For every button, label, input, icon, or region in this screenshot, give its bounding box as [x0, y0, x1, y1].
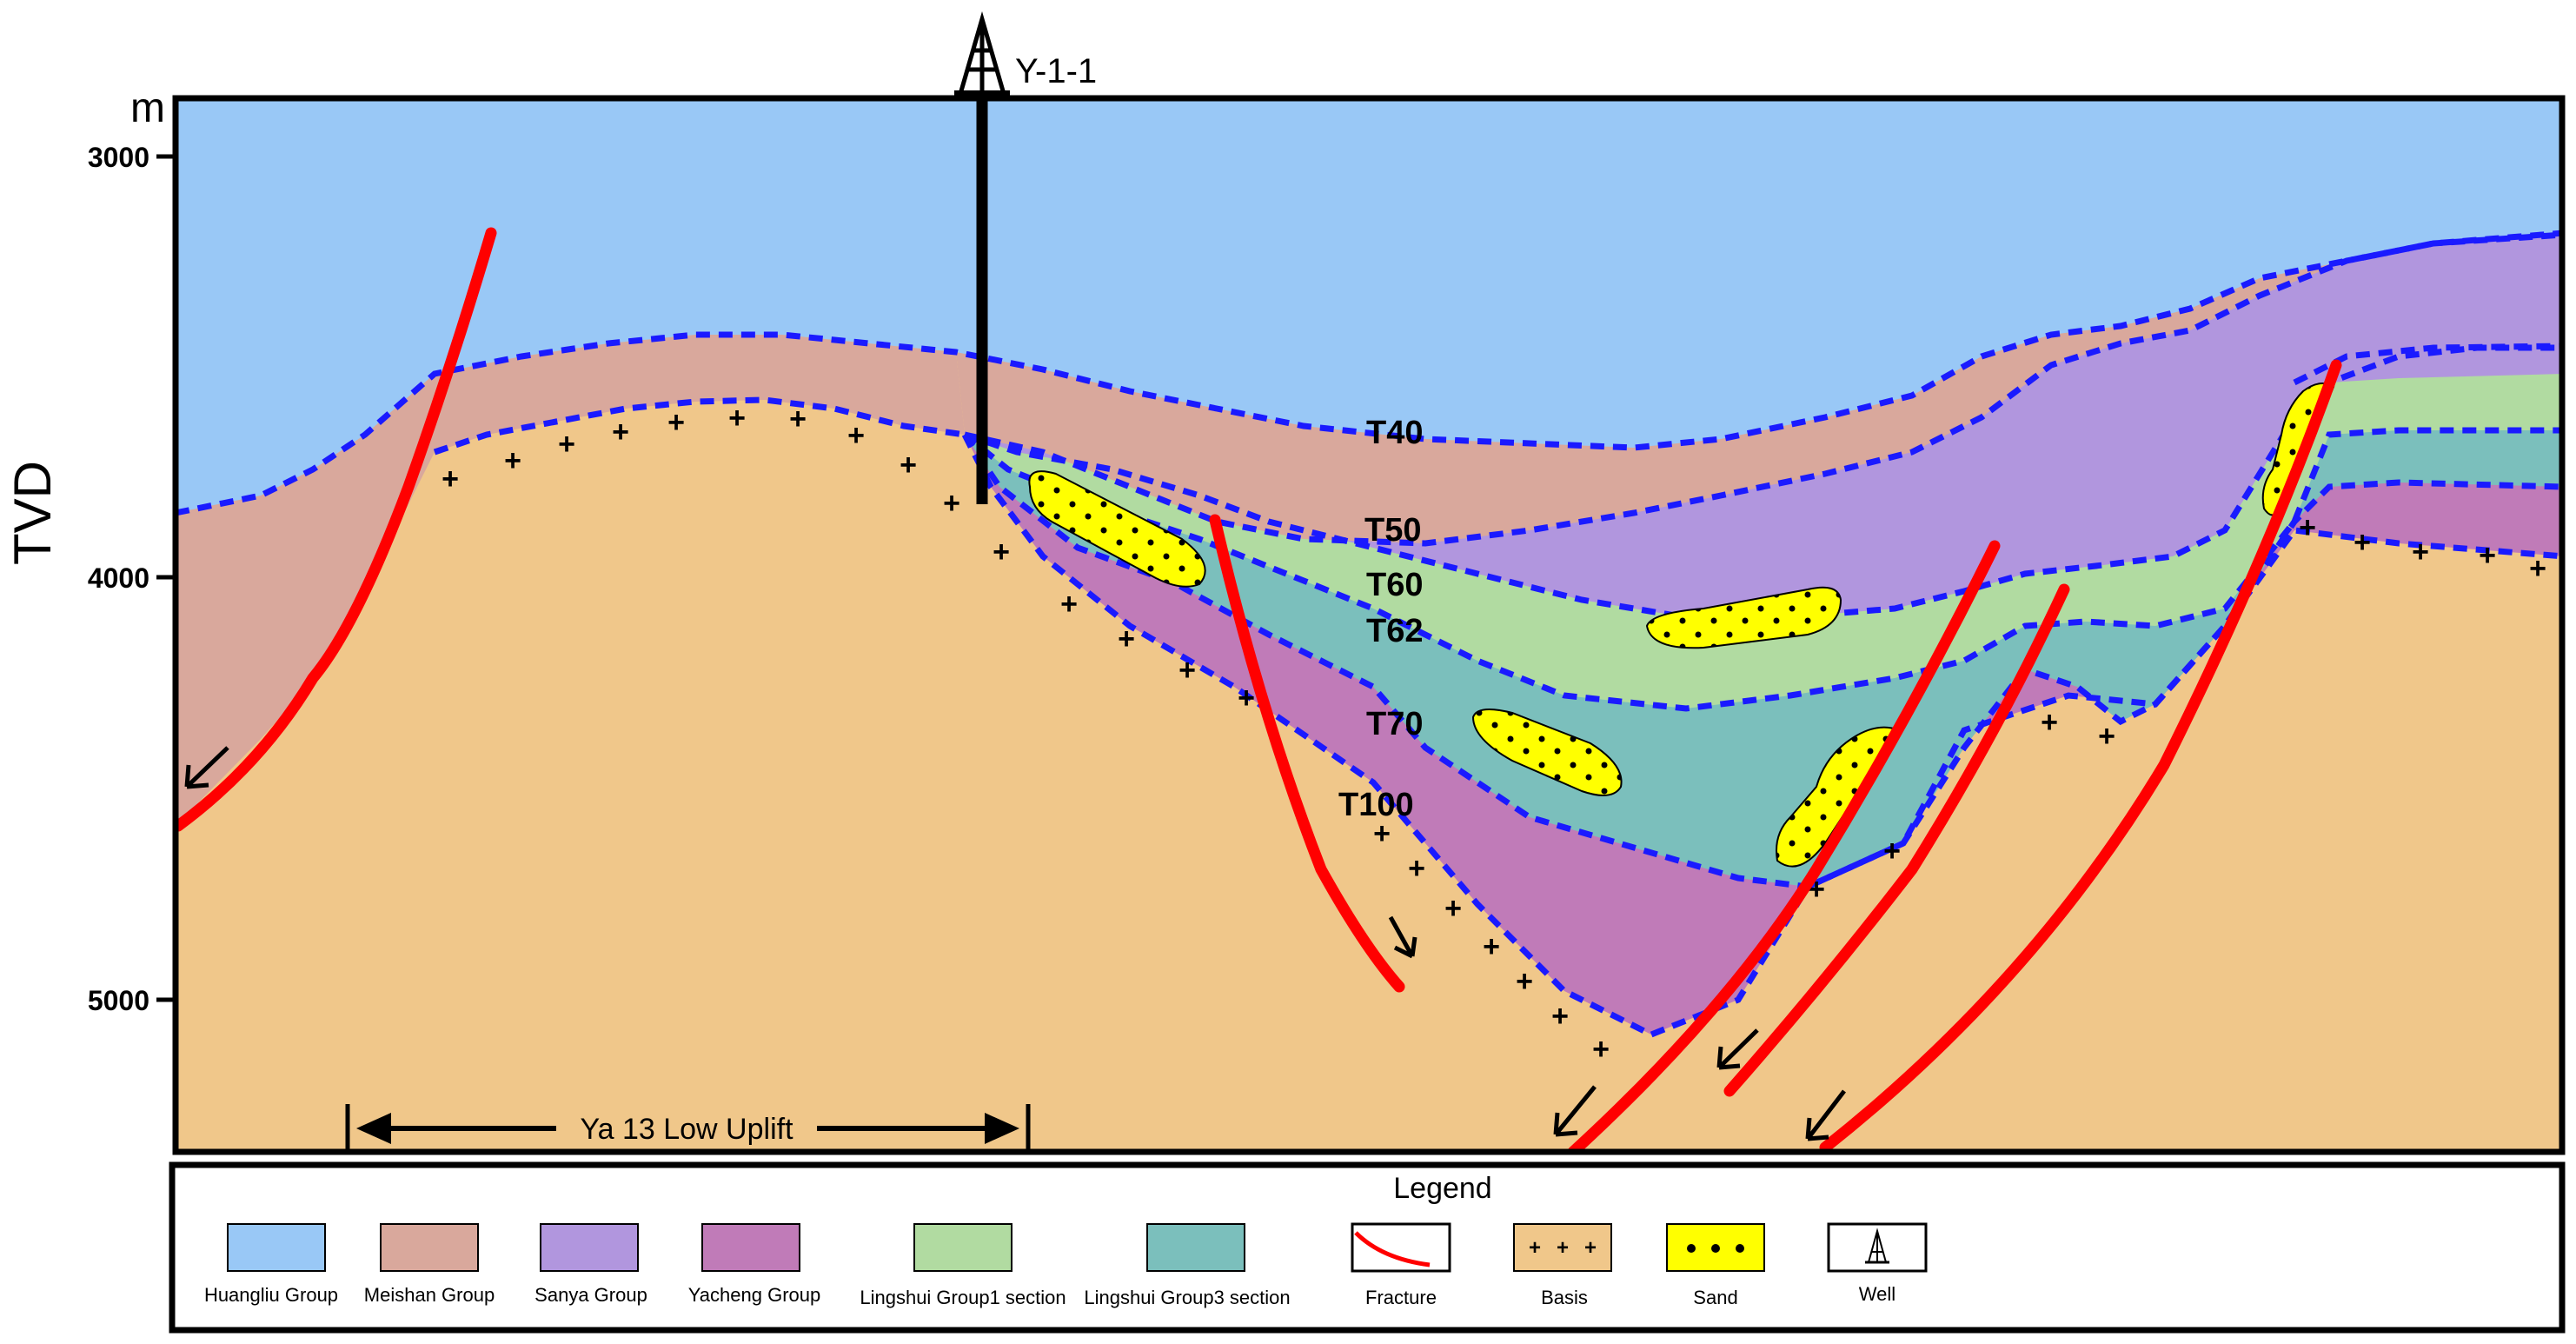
section-frame	[172, 95, 2566, 1155]
svg-text:+: +	[504, 444, 521, 477]
legend-item-lingshui1: Lingshui Group1 section	[860, 1223, 1066, 1308]
horizon-label-t100: T100	[1338, 787, 1414, 823]
horizon-t50-line	[964, 231, 2562, 547]
depth-axis-label: TVD	[3, 461, 62, 565]
svg-text:Lingshui Group3 section: Lingshui Group3 section	[1084, 1287, 1290, 1308]
svg-text:+: +	[1483, 930, 1500, 963]
tick-3000: 3000	[88, 142, 149, 173]
well-icon	[1865, 1228, 1889, 1264]
horizon-label-t62: T62	[1366, 613, 1423, 649]
huangliu-layer	[176, 98, 2562, 513]
well-label: Y-1-1	[1015, 52, 1097, 90]
legend-title: Legend	[1393, 1172, 1491, 1205]
svg-text:+: +	[1551, 1000, 1569, 1033]
tick-4000: 4000	[88, 562, 149, 594]
legend-item-lingshui3: Lingshui Group3 section	[1084, 1223, 1291, 1308]
svg-text:+: +	[2529, 552, 2546, 585]
svg-text:+: +	[1118, 622, 1135, 655]
svg-text:+: +	[2098, 720, 2115, 753]
svg-text:+: +	[1516, 965, 1533, 998]
legend-item-fracture: Fracture	[1351, 1222, 1451, 1308]
svg-text:+: +	[1178, 654, 1196, 687]
svg-text:+: +	[2041, 706, 2058, 739]
svg-text:+: +	[612, 416, 629, 449]
well-derrick-icon	[954, 11, 1010, 97]
sand-body-4	[1776, 726, 1901, 868]
meishan-left-lower	[176, 335, 965, 826]
svg-text:+: +	[1408, 852, 1425, 885]
svg-text:+: +	[1060, 588, 1078, 621]
legend-item-basis: + + + Basis	[1513, 1223, 1612, 1308]
svg-text:+: +	[1373, 817, 1391, 850]
svg-text:Huangliu Group: Huangliu Group	[204, 1284, 338, 1306]
svg-text:Well: Well	[1859, 1283, 1895, 1305]
svg-text:+: +	[1883, 835, 1901, 868]
svg-text:+: +	[943, 487, 960, 520]
depth-unit: m	[130, 85, 165, 131]
fault-2	[1209, 514, 1405, 993]
legend-item-sanya: Sanya Group	[534, 1223, 647, 1306]
sand-dots-icon	[1687, 1244, 1744, 1253]
fault-4	[1723, 583, 2070, 1097]
legend: Legend Huangliu Group Meishan Group Sany…	[169, 1161, 2566, 1334]
svg-text:+: +	[442, 462, 459, 496]
svg-text:Meishan Group: Meishan Group	[364, 1284, 495, 1306]
section-body: ++ + + + + + ++ +++ +++ +++ +++ +++ + ++ + + + …	[176, 98, 2562, 1152]
horizon-t100-line	[961, 433, 2562, 1038]
horizon-label-t60: T60	[1366, 567, 1423, 603]
fault-arrows	[184, 746, 1846, 1141]
depth-axis: m TVD 3000 4000 5000	[3, 85, 176, 1016]
svg-text:Sanya Group: Sanya Group	[534, 1284, 647, 1306]
well: Y-1-1	[954, 11, 1097, 504]
svg-text:Fracture: Fracture	[1365, 1287, 1437, 1308]
horizon-label-t70: T70	[1366, 706, 1423, 742]
svg-text:+: +	[1557, 1236, 1569, 1260]
svg-text:+: +	[900, 449, 917, 482]
svg-text:+: +	[993, 536, 1010, 569]
legend-item-huangliu: Huangliu Group	[204, 1223, 338, 1306]
svg-text:+: +	[1584, 1236, 1597, 1260]
svg-text:+: +	[2412, 536, 2429, 569]
legend-item-sand: Sand	[1666, 1223, 1765, 1308]
uplift-label: Ya 13 Low Uplift	[580, 1113, 793, 1146]
svg-text:+: +	[558, 428, 575, 461]
legend-item-meishan: Meishan Group	[364, 1223, 495, 1306]
svg-text:+: +	[2299, 511, 2316, 544]
fault-5	[1819, 359, 2342, 1152]
svg-text:+: +	[2479, 539, 2496, 572]
basement-markers: ++ + + + + + ++ +++ +++ +++ +++ +++ + ++ + + + …	[442, 402, 2546, 1066]
horizon-upper-right-line	[2293, 343, 2562, 386]
svg-text:+: +	[789, 403, 807, 436]
svg-text:Lingshui Group1 section: Lingshui Group1 section	[860, 1287, 1066, 1308]
svg-text:+: +	[1592, 1033, 1610, 1066]
sand-body-2	[1645, 586, 1842, 649]
svg-text:+: +	[1444, 892, 1462, 925]
horizon-label-t40: T40	[1366, 415, 1423, 451]
svg-text:+: +	[728, 402, 746, 435]
fault-1	[176, 227, 497, 832]
fault-3	[1567, 540, 2001, 1152]
legend-item-well: Well	[1827, 1222, 1928, 1305]
svg-text:+: +	[667, 406, 685, 439]
svg-text:+: +	[847, 419, 865, 452]
fracture-icon	[1354, 1231, 1431, 1267]
horizon-t40-line	[176, 230, 2562, 516]
horizon-meishan-base-line	[433, 396, 966, 456]
horizon-label-t50: T50	[1364, 512, 1421, 549]
svg-text:Basis: Basis	[1541, 1287, 1588, 1308]
tick-5000: 5000	[88, 985, 149, 1016]
sand-body-1	[1028, 470, 1206, 588]
svg-text:+: +	[2354, 526, 2371, 559]
svg-text:+: +	[1238, 682, 1255, 715]
svg-text:Sand: Sand	[1693, 1287, 1737, 1308]
svg-text:Yacheng Group: Yacheng Group	[688, 1284, 820, 1306]
legend-item-yacheng: Yacheng Group	[688, 1223, 820, 1306]
horizon-t60-line	[963, 344, 2562, 621]
sand-body-3	[1471, 709, 1623, 796]
basis-plus-icon: + + +	[1529, 1236, 1597, 1260]
svg-text:+: +	[1529, 1236, 1541, 1260]
